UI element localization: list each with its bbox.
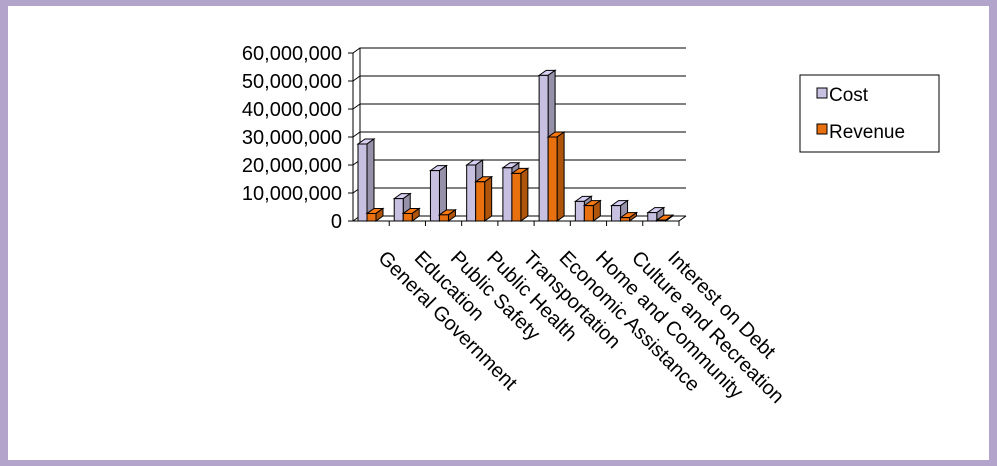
- bar-front-face: [583, 205, 594, 222]
- bar-front-face: [502, 167, 513, 222]
- bar-revenue: [546, 131, 566, 222]
- bar-side-face: [556, 131, 565, 222]
- bar-revenue: [437, 208, 458, 222]
- bar-cost: [646, 206, 666, 222]
- bar-side-face: [484, 175, 493, 222]
- bar-front-face: [402, 212, 413, 222]
- bar-revenue: [401, 207, 421, 222]
- legend-label-cost: Cost: [829, 85, 869, 106]
- bar-cost: [356, 138, 376, 222]
- bar-front-face: [438, 214, 449, 222]
- bar-revenue: [474, 175, 494, 222]
- bar-front-face: [475, 181, 486, 222]
- bar-revenue: [655, 214, 675, 222]
- bar-front-face: [547, 136, 558, 222]
- y-tick-label: 0: [331, 211, 342, 233]
- legend-swatch-cost: [816, 87, 828, 99]
- bar-front-face: [538, 74, 549, 222]
- gridline-side: [352, 131, 361, 138]
- y-tick-label: 30,000,000: [242, 127, 342, 149]
- bar-revenue: [582, 199, 602, 222]
- y-tick-label: 20,000,000: [242, 155, 342, 177]
- bar-revenue: [618, 211, 639, 222]
- y-tick-label: 60,000,000: [242, 43, 342, 65]
- legend-label-revenue: Revenue: [829, 122, 905, 143]
- bar-side-face: [520, 167, 529, 222]
- chart-bars: [356, 69, 675, 222]
- bar-front-face: [366, 212, 377, 222]
- chart-legend: Cost Revenue: [799, 74, 940, 153]
- y-tick-label: 10,000,000: [242, 183, 342, 205]
- bar-front-face: [620, 217, 631, 222]
- gridline-side: [352, 103, 361, 110]
- x-category-label: Home and Community: [591, 247, 747, 403]
- bar-front-face: [466, 164, 477, 222]
- bar-front-face: [511, 172, 522, 222]
- x-axis-depth: [678, 215, 687, 222]
- bar-front-face: [574, 200, 585, 222]
- gridline-side: [352, 47, 361, 54]
- bar-front-face: [357, 143, 368, 222]
- bar-front-face: [656, 219, 667, 222]
- bar-front-face: [429, 170, 440, 222]
- legend-swatch-revenue: [816, 123, 828, 135]
- gridline-side: [352, 75, 361, 82]
- bar-front-face: [647, 212, 658, 222]
- y-tick-label: 50,000,000: [242, 71, 342, 93]
- bar-revenue: [365, 207, 385, 222]
- bar-revenue: [510, 167, 530, 222]
- bar-front-face: [611, 205, 622, 222]
- y-tick-label: 40,000,000: [242, 99, 342, 121]
- bar-front-face: [393, 198, 404, 222]
- y-axis-ticks: 0 10,000,000 20,000,000 30,000,000 40,000,00…: [242, 43, 353, 233]
